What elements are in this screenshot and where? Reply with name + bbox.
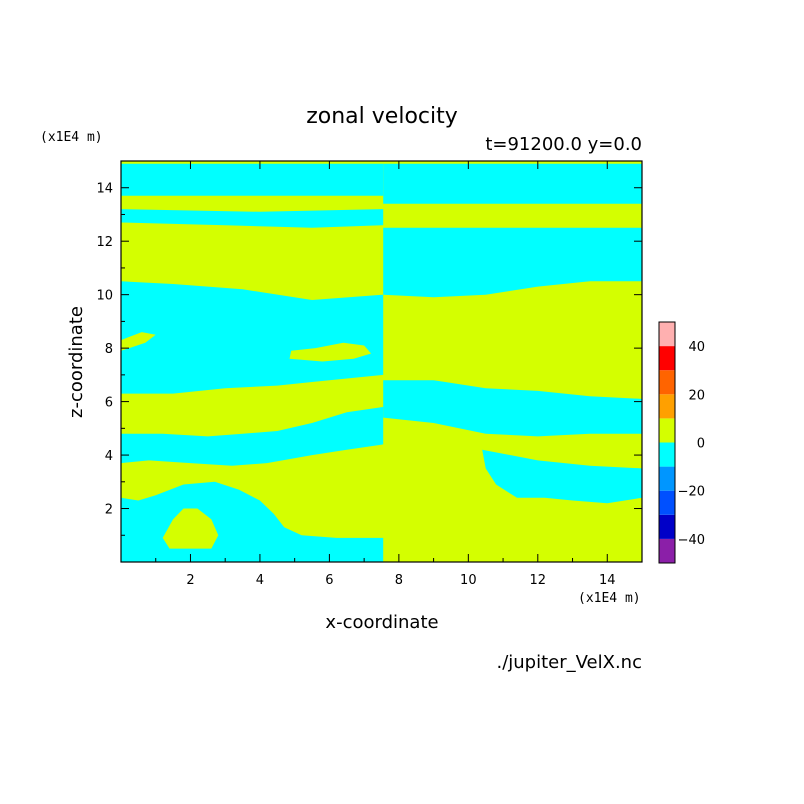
colorbar-swatch-0 [659,418,675,443]
negative-region-right-2 [383,163,642,204]
colorbar-label-0: 0 [697,437,705,452]
plot-area [121,161,642,562]
colorbar-swatch--40 [659,514,675,539]
y-tick-label-8: 8 [105,342,113,357]
positive-island-1 [121,332,156,351]
colorbar-swatch--20 [659,466,675,491]
y-tick-label-6: 6 [105,396,113,411]
negative-region-right-3 [482,449,642,504]
negative-region-left-4 [121,163,384,196]
colorbar-swatch-40 [659,322,675,347]
y-unit-label: (x1E4 m) [40,130,103,145]
colorbar-swatch--50 [659,538,675,563]
negative-region-left-3 [121,209,384,228]
colorbar-swatch-30 [659,346,675,371]
y-tick-label-14: 14 [96,182,113,197]
y-tick-label-2: 2 [105,503,113,518]
negative-region-right-0 [383,380,642,437]
positive-island-mirror-1 [607,332,642,351]
plot-frame [120,160,643,563]
colorbar-label--20: −20 [678,485,705,500]
x-tick-label-8: 8 [395,573,403,588]
axis-ticks: 2 4 6 8 10 12 14 2 4 6 8 10 12 14 [96,161,642,588]
x-tick-label-4: 4 [256,573,264,588]
colorbar-label-40: 40 [688,340,705,355]
positive-island-mirror-0 [391,342,474,362]
colorbar-swatch--30 [659,490,675,515]
source-file-label: ./jupiter_VelX.nc [496,652,642,673]
colorbar-swatch--10 [659,442,675,467]
negative-region-left-1 [121,406,384,466]
y-tick-label-4: 4 [105,449,113,464]
chart-title: zonal velocity [306,104,458,129]
x-tick-label-14: 14 [599,573,616,588]
x-axis-label: x-coordinate [325,612,438,633]
colorbar: −40 −20 0 20 40 [658,321,705,564]
colorbar-frame [658,321,676,564]
negative-region-left-2 [121,281,384,394]
colorbar-swatch-10 [659,394,675,419]
colorbar-label-20: 20 [688,388,705,403]
y-tick-label-12: 12 [96,235,113,250]
x-tick-label-2: 2 [186,573,194,588]
positive-island-mirror-2 [544,508,601,549]
x-tick-label-12: 12 [530,573,547,588]
contour-regions [121,163,642,562]
x-unit-label: (x1E4 m) [578,591,641,606]
negative-region-right-1 [383,227,642,298]
colorbar-label--40: −40 [678,533,705,548]
positive-island-0 [289,342,372,362]
colorbar-swatch-20 [659,370,675,395]
y-tick-label-10: 10 [96,289,113,304]
positive-island-2 [162,508,219,549]
x-tick-label-10: 10 [460,573,477,588]
chart-subtitle: t=91200.0 y=0.0 [485,134,642,155]
x-tick-label-6: 6 [325,573,333,588]
y-axis-label: z-coordinate [66,306,87,418]
